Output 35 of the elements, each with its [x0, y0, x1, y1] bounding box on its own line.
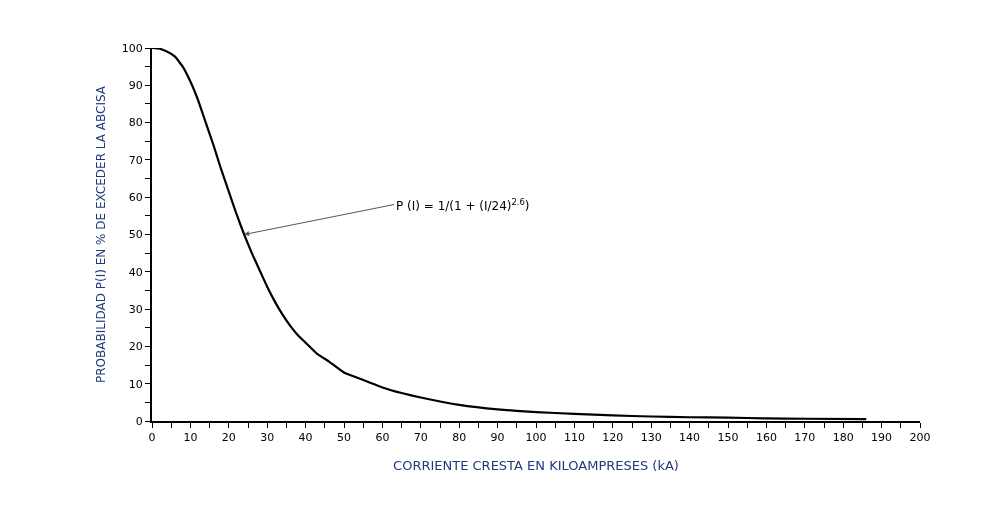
x-tick-label: 50	[337, 431, 351, 445]
y-tick-label: 60	[128, 191, 143, 205]
x-tick-label: 150	[717, 431, 739, 445]
x-tick-label: 120	[602, 431, 624, 445]
x-tick-label: 40	[298, 431, 313, 445]
y-tick-label: 20	[128, 340, 143, 354]
y-tick-label: 90	[128, 79, 143, 93]
x-tick-label: 100	[525, 431, 547, 445]
annotation: P (I) = 1/(1 + (I/24)$^{2.6}$)	[396, 197, 530, 214]
y-tick-label: 10	[128, 377, 143, 391]
x-tick-label: 10	[183, 431, 198, 445]
x-tick-label: 160	[755, 431, 777, 445]
x-tick-label: 200	[909, 431, 931, 445]
x-axis-title: CORRIENTE CRESTA EN KILOAMPRESES (kA)	[393, 458, 679, 474]
y-axis-title: PROBABILIDAD P(I) EN % DE EXCEDER LA ABCISA	[93, 85, 108, 383]
x-tick-label: 30	[260, 431, 275, 445]
x-tick-label: 130	[640, 431, 662, 445]
y-tick-label: 40	[128, 265, 143, 279]
x-tick-label: 20	[221, 431, 236, 445]
y-tick-label: 30	[128, 302, 143, 316]
x-tick-label: 170	[794, 431, 816, 445]
x-tick-label: 110	[563, 431, 585, 445]
x-tick-label: 0	[148, 431, 156, 445]
y-tick-label: 70	[128, 153, 143, 167]
x-tick-label: 70	[413, 431, 428, 445]
x-tick-label: 190	[871, 431, 893, 445]
x-tick-label: 80	[452, 431, 467, 445]
y-tick-label: 0	[135, 414, 143, 428]
y-tick-label: 100	[121, 41, 143, 55]
y-tick-label: 50	[128, 228, 143, 242]
x-tick-label: 140	[679, 431, 701, 445]
x-tick-label: 180	[832, 431, 854, 445]
y-tick-label: 80	[128, 116, 143, 130]
x-tick-label: 90	[490, 431, 505, 445]
x-tick-label: 60	[375, 431, 390, 445]
